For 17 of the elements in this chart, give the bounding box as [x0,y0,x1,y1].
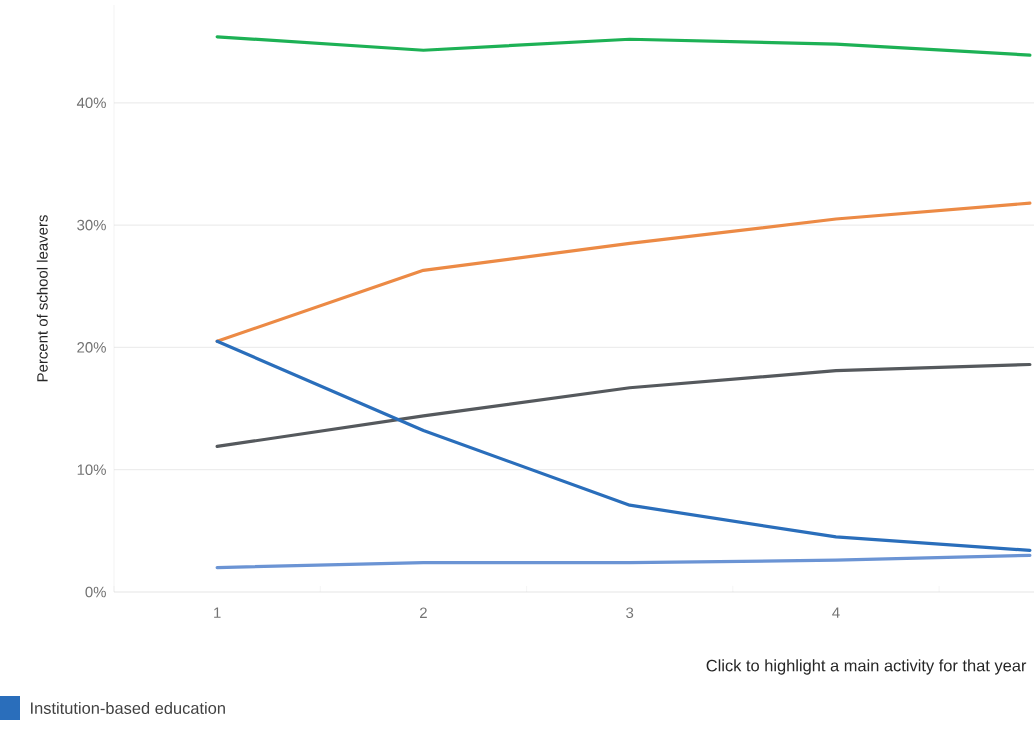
line-series [215,35,1032,57]
x-tick-label: 3 [626,607,634,619]
y-tick-label: 40% [76,97,106,109]
line-series [215,201,1032,343]
line-series [215,362,1032,449]
y-tick-label: 10% [77,464,106,475]
legend-label: Institution-based education [31,701,225,715]
x-tick-label: 2 [420,607,427,618]
line-series [215,339,1032,553]
y-tick-label: 0% [85,586,106,598]
y-tick-label: 30% [77,219,106,231]
line-series [215,553,1032,570]
y-axis-title: Percent of school leavers [36,215,48,382]
x-tick-label: 4 [832,607,840,618]
x-tick-label: 1 [214,607,221,618]
y-tick-label: 20% [77,342,106,353]
x-axis-title: Click to highlight a main activity for that year [706,659,1027,675]
